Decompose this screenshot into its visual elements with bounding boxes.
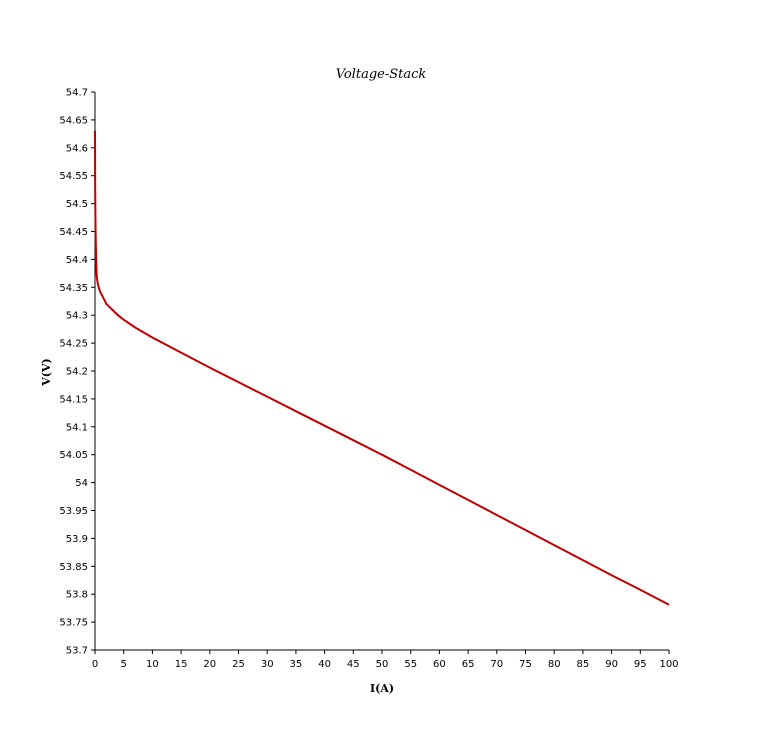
y-tick-label: 53.85 xyxy=(59,562,88,573)
x-tick-label: 55 xyxy=(404,659,417,670)
y-tick-label: 54.6 xyxy=(66,143,88,154)
y-tick-label: 54.1 xyxy=(66,422,88,433)
x-tick-label: 100 xyxy=(659,659,678,670)
x-tick-label: 75 xyxy=(519,659,532,670)
x-tick-label: 60 xyxy=(433,659,446,670)
y-tick-label: 54.45 xyxy=(59,227,88,238)
y-tick-label: 54.35 xyxy=(59,283,88,294)
x-tick-label: 25 xyxy=(232,659,245,670)
x-tick-label: 10 xyxy=(146,659,159,670)
x-tick-label: 70 xyxy=(490,659,503,670)
x-tick-label: 15 xyxy=(175,659,188,670)
y-tick-label: 54 xyxy=(75,478,88,489)
y-tick-label: 54.2 xyxy=(66,367,88,378)
x-tick-label: 85 xyxy=(577,659,590,670)
voltage-series-line xyxy=(94,131,670,606)
y-tick-label: 54.4 xyxy=(66,255,88,266)
x-tick-label: 90 xyxy=(605,659,618,670)
chart-title: Voltage-Stack xyxy=(336,67,427,82)
x-tick-label: 95 xyxy=(634,659,647,670)
y-tick-label: 54.65 xyxy=(59,115,88,126)
y-tick-label: 54.7 xyxy=(66,88,88,99)
x-axis-label: I(A) xyxy=(370,682,394,695)
y-tick-label: 54.25 xyxy=(59,339,88,350)
x-tick-label: 5 xyxy=(121,659,127,670)
x-tick-label: 20 xyxy=(203,659,216,670)
x-tick-label: 80 xyxy=(548,659,561,670)
y-tick-label: 53.9 xyxy=(66,534,88,545)
y-tick-label: 53.8 xyxy=(66,590,88,601)
y-tick-label: 53.75 xyxy=(59,618,88,629)
x-tick-label: 50 xyxy=(376,659,389,670)
x-tick-label: 30 xyxy=(261,659,274,670)
y-tick-label: 54.5 xyxy=(66,199,88,210)
y-tick-label: 54.3 xyxy=(66,311,88,322)
x-tick-label: 0 xyxy=(92,659,98,670)
x-tick-label: 65 xyxy=(462,659,475,670)
x-ticks: 0 5 10 15 20 25 30 35 40 45 50 55 60 65 70 75 80 85 90 95 10… xyxy=(92,650,679,670)
y-tick-label: 53.7 xyxy=(66,646,88,657)
x-tick-label: 40 xyxy=(318,659,331,670)
y-tick-label: 54.15 xyxy=(59,394,88,405)
y-tick-label: 54.55 xyxy=(59,171,88,182)
x-tick-label: 45 xyxy=(347,659,360,670)
y-tick-label: 53.95 xyxy=(59,506,88,517)
x-tick-label: 35 xyxy=(290,659,303,670)
y-axis-label: V(V) xyxy=(40,358,53,386)
y-ticks: 53.7 53.75 53.8 53.85 53.9 53.95 54 54.05 54.1 54… xyxy=(59,88,95,657)
plot-area: 53.753.7553.853.8553.953.955454.0554.154… xyxy=(59,88,678,671)
y-tick-label: 54.05 xyxy=(59,450,88,461)
